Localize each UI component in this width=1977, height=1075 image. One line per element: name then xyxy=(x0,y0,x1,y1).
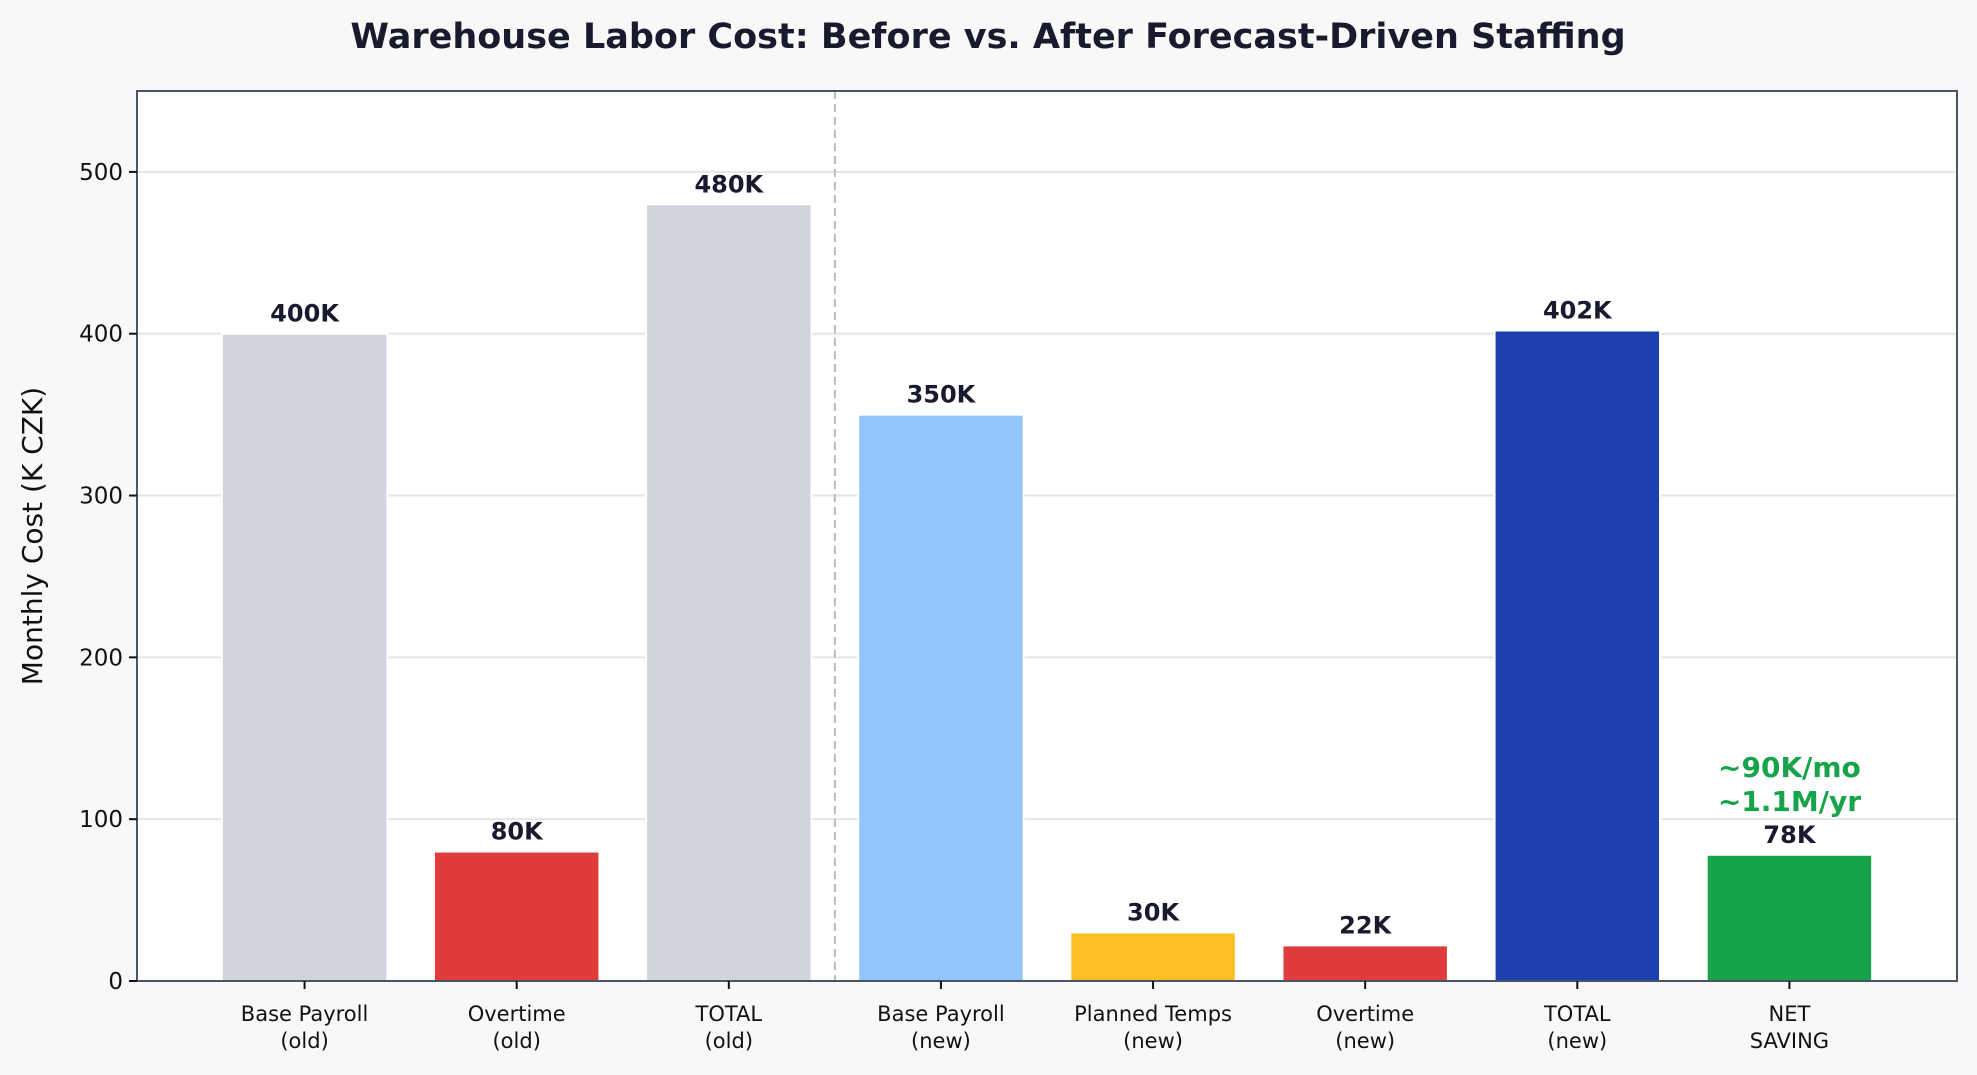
y-tick-label: 300 xyxy=(79,484,123,510)
y-axis-label: Monthly Cost (K CZK) xyxy=(16,387,49,685)
x-tick-label: SAVING xyxy=(1750,1029,1829,1053)
value-label: 30K xyxy=(1127,898,1180,926)
x-tick-label: Overtime xyxy=(468,1002,566,1026)
value-label: 80K xyxy=(491,818,544,846)
y-tick-label: 400 xyxy=(79,322,123,348)
bar xyxy=(1705,853,1874,982)
y-tick-label: 0 xyxy=(108,969,123,995)
plot-area xyxy=(137,91,1957,981)
bars xyxy=(220,203,1874,983)
x-tick-label: TOTAL xyxy=(1543,1002,1611,1026)
bar xyxy=(857,413,1025,982)
x-tick-label: Planned Temps xyxy=(1074,1002,1232,1026)
plot-frame xyxy=(136,90,1958,982)
value-label: 400K xyxy=(270,300,340,328)
value-label: 22K xyxy=(1339,911,1392,939)
x-axis-ticks: Base Payroll (old) Overtime (old) TOTAL (old)… xyxy=(241,981,1829,1053)
x-tick-label: Base Payroll xyxy=(877,1002,1005,1026)
x-tick-label: NET xyxy=(1769,1002,1811,1026)
x-tick-label: (old) xyxy=(492,1029,540,1053)
value-labels: 400K 80K 480K 350K 30K 22K 402K 78K ~90K/mo~1.1M… xyxy=(270,170,1861,939)
bar xyxy=(1069,931,1237,982)
bar xyxy=(432,850,601,983)
bar xyxy=(220,332,389,982)
y-tick-label: 500 xyxy=(79,160,123,186)
value-label: 480K xyxy=(694,170,764,198)
y-axis-ticks: 0 100 200 300 400 500 xyxy=(79,160,137,995)
x-tick-label: Overtime xyxy=(1316,1002,1414,1026)
x-tick-label: (new) xyxy=(1335,1029,1395,1053)
bar xyxy=(1493,329,1662,982)
y-tick-label: 100 xyxy=(79,807,123,833)
saving-annotation: ~90K/mo xyxy=(1718,751,1861,784)
x-tick-label: (new) xyxy=(911,1029,971,1053)
saving-annotation: ~1.1M/yr xyxy=(1718,785,1861,818)
chart-title: Warehouse Labor Cost: Before vs. After F… xyxy=(350,17,1625,57)
value-label: 78K xyxy=(1763,821,1816,849)
value-label: 402K xyxy=(1543,296,1613,324)
x-tick-label: (new) xyxy=(1547,1029,1607,1053)
bar xyxy=(1281,944,1449,983)
x-tick-label: TOTAL xyxy=(695,1002,763,1026)
value-label: 350K xyxy=(907,381,977,409)
y-tick-label: 200 xyxy=(79,645,123,671)
x-tick-label: (old) xyxy=(705,1029,753,1053)
x-tick-label: (new) xyxy=(1123,1029,1183,1053)
x-tick-label: (old) xyxy=(280,1029,328,1053)
bar xyxy=(645,203,813,983)
x-tick-label: Base Payroll xyxy=(241,1002,369,1026)
